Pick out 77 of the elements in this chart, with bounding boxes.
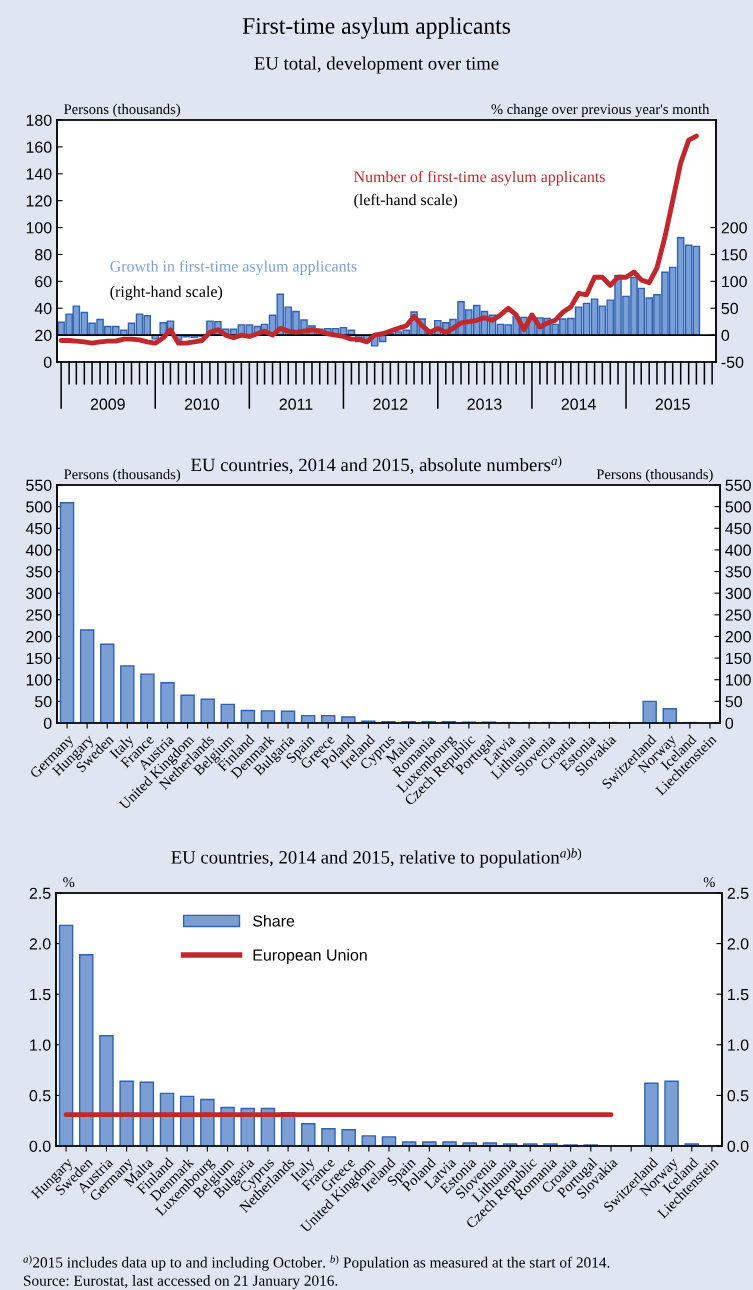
y2-tick-label: 200 (721, 222, 747, 234)
y2-axis-title: Persons (thousands) (596, 468, 713, 483)
y-tick-label: 100 (26, 674, 52, 686)
y-tick-label: 100 (26, 222, 52, 234)
y-tick-label: 1.0 (30, 1039, 51, 1051)
y2-tick-label: 100 (722, 275, 747, 288)
y2-tick-label: 550 (725, 479, 751, 491)
y-tick-label: 140 (26, 168, 52, 180)
y-tick-label: 2.5 (29, 887, 51, 899)
y2-tick-label: 300 (725, 587, 751, 600)
chart-title: EU countries, 2014 and 2015, absolute numbers$^{a)}$ (191, 455, 562, 474)
y-tick-label: 50 (35, 696, 52, 708)
y2-tick-label: 450 (725, 522, 751, 535)
y-tick-label: 350 (26, 566, 52, 578)
y2-tick-label: 0 (721, 329, 730, 342)
y2-tick-label: 2.5 (727, 887, 749, 899)
y-tick-label: 550 (26, 479, 52, 491)
y-axis-title: % (63, 877, 75, 888)
y2-tick-label: 150 (726, 652, 751, 665)
source-note: Source: Eurostat, last accessed on 21 January 2016. (24, 1275, 338, 1289)
text: $^{a)}$2015 includes data up to and including October. $^{b)}$ Population as measured at the start of 2014. (23, 1255, 610, 1271)
x-tick-label: 2009 (90, 398, 125, 410)
x-tick-label: 2014 (561, 398, 596, 410)
y-tick-label: 450 (25, 522, 52, 535)
y2-tick-label: 150 (722, 249, 747, 261)
x-tick-label: 2012 (373, 398, 408, 410)
y2-axis-title: % change over previous year's month (491, 103, 710, 118)
y-tick-label: 250 (26, 609, 52, 621)
y2-tick-label: 50 (721, 302, 738, 315)
y2-tick-label: 50 (725, 696, 742, 708)
y2-tick-label: 250 (725, 609, 751, 621)
y-tick-label: 20 (35, 329, 52, 342)
x-tick-label: 2011 (279, 398, 313, 410)
y-axis-title: Persons (thousands) (64, 468, 181, 483)
x-tick-label: 2010 (184, 398, 220, 410)
y2-axis-title: % (703, 877, 715, 888)
y-tick-label: 160 (26, 141, 52, 153)
y2-tick-label: 500 (725, 501, 751, 513)
y-tick-label: 80 (35, 249, 52, 261)
y-tick-label: 400 (25, 544, 52, 556)
text: Growth in first-time asylum applicants (110, 260, 357, 275)
y2-tick-label: 400 (725, 544, 751, 556)
y-tick-label: 0 (43, 356, 52, 368)
annotation: (right-hand scale) (110, 285, 223, 301)
y2-tick-label: 0.0 (727, 1140, 749, 1152)
chart-title: EU countries, 2014 and 2015, relative to population$^{a)b)}$ (171, 848, 582, 868)
y-tick-label: 60 (35, 275, 52, 288)
y-axis-title: Persons (thousands) (64, 103, 181, 118)
text: Number of first-time asylum applicants (354, 170, 605, 186)
y-tick-label: 200 (26, 631, 52, 643)
y-tick-label: 40 (34, 302, 52, 315)
y2-tick-label: 350 (725, 566, 751, 578)
chart-subtitle: EU total, development over time (254, 56, 499, 74)
y2-tick-label: 0 (725, 717, 734, 729)
y-tick-label: 0.5 (29, 1090, 51, 1102)
y2-tick-label: 1.0 (728, 1039, 749, 1051)
y2-tick-label: 1.5 (728, 989, 749, 1001)
y2-tick-label: 100 (726, 674, 751, 686)
y-tick-label: 0 (43, 717, 52, 729)
y2-tick-label: 200 (725, 631, 751, 643)
x-tick-label: 2015 (655, 398, 690, 410)
y2-tick-label: 2.0 (727, 938, 749, 950)
y-tick-label: 2.0 (29, 938, 51, 950)
y2-tick-label: 0.5 (727, 1090, 749, 1102)
y2-tick-label: -50 (721, 356, 744, 368)
y-tick-label: 180 (26, 114, 52, 126)
y-tick-label: 500 (26, 501, 52, 513)
x-tick-label: 2013 (467, 398, 502, 410)
y-tick-label: 150 (26, 652, 52, 665)
legend-label: European Union (253, 949, 367, 964)
y-tick-label: 0.0 (29, 1140, 51, 1152)
legend-label: Share (253, 914, 295, 927)
y-tick-label: 1.5 (30, 989, 51, 1001)
chart-title: First-time asylum applicants (242, 17, 511, 39)
y-tick-label: 120 (26, 195, 52, 207)
y-tick-label: 300 (26, 587, 52, 600)
annotation: (left-hand scale) (354, 193, 458, 209)
